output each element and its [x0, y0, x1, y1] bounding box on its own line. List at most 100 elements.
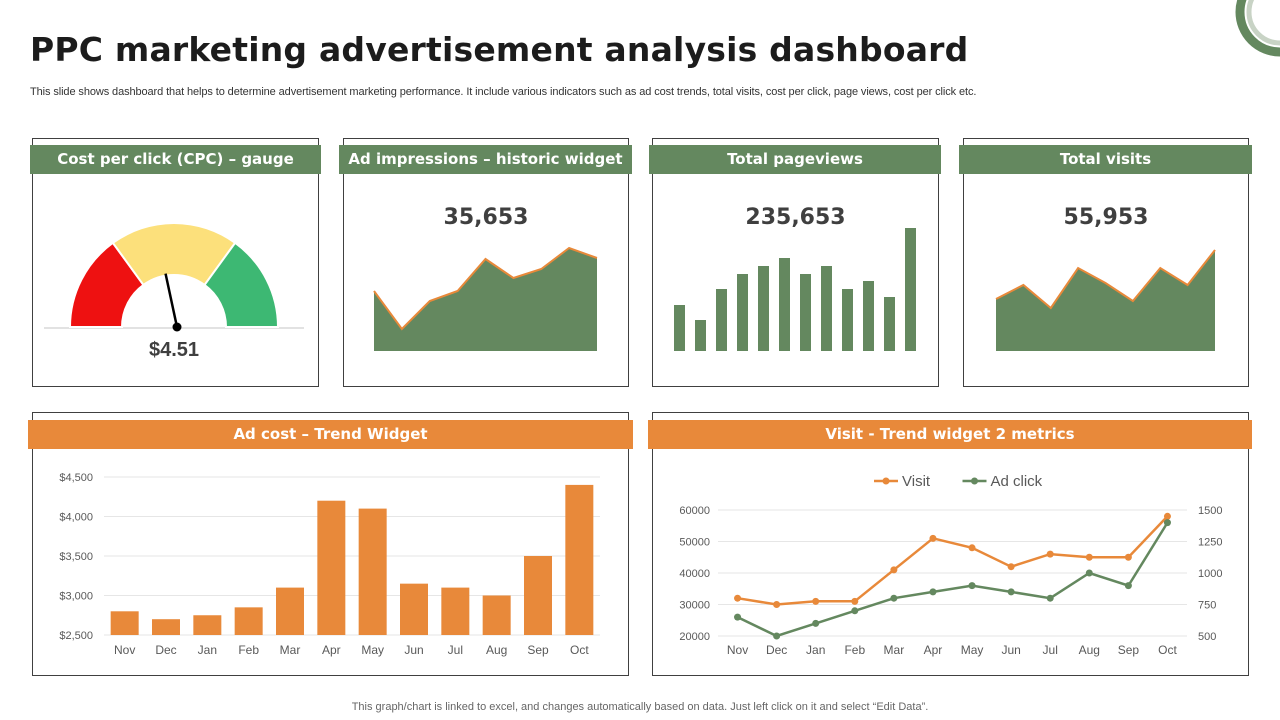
visit-trend-left-ytick: 60000: [679, 505, 710, 517]
series-point-visit: [890, 566, 898, 574]
visit-trend-right-ytick: 1250: [1198, 537, 1222, 549]
series-point-ad-click: [734, 613, 742, 621]
pageviews-bar: [884, 297, 895, 351]
adcost-ytick: $4,000: [59, 512, 93, 524]
pageviews-bar: [821, 266, 832, 351]
adcost-bar: [193, 615, 222, 635]
series-point-visit: [1124, 553, 1132, 561]
adcost-ytick: $3,000: [59, 591, 93, 603]
adcost-bar: [482, 595, 511, 635]
visit-trend-xtick: Dec: [766, 643, 787, 657]
pageviews-bar: [779, 258, 790, 351]
adcost-xtick: Jan: [198, 643, 217, 657]
adcost-bar-chart: $2,500 $3,000 $3,500 $4,000 $4,500 Nov Dec Jan F…: [59, 472, 600, 657]
series-point-visit: [1085, 553, 1093, 561]
legend-label: Visit: [902, 473, 931, 490]
visit-trend-right-ytick: 1000: [1198, 568, 1222, 580]
series-point-visit: [1046, 550, 1054, 558]
impressions-line: [373, 246, 598, 331]
visit-trend-line-chart: 20000 30000 40000 50000 60000 500 750 1000 1250 1…: [679, 473, 1222, 657]
visit-trend-xtick: May: [961, 643, 984, 657]
adcost-widget-title: Ad cost – Trend Widget: [28, 420, 633, 449]
adcost-bar: [565, 484, 594, 635]
adcost-bar: [400, 583, 428, 635]
series-line-visit: [737, 515, 1169, 606]
pageviews-bar: [716, 289, 727, 351]
pageviews-value: 235,653: [745, 205, 846, 230]
pageviews-bar: [695, 320, 706, 351]
legend-swatch-dot: [971, 477, 978, 485]
visits-widget-title: Total visits: [959, 145, 1252, 174]
visit-trend-xtick: Oct: [1158, 643, 1177, 657]
pageviews-bar: [758, 266, 769, 351]
series-point-ad-click: [1163, 519, 1171, 527]
visit-trend-xtick: Jul: [1043, 643, 1058, 657]
adcost-bar: [358, 508, 387, 635]
footnote: This graph/chart is linked to excel, and…: [351, 701, 929, 713]
legend-swatch-dot: [882, 477, 890, 485]
series-point-visit: [773, 601, 781, 608]
series-point-ad-click: [1007, 588, 1015, 596]
adcost-xtick: Nov: [114, 643, 135, 657]
pageviews-bar: [674, 305, 685, 351]
visit-trend-xtick: Aug: [1079, 643, 1100, 657]
visits-line: [995, 249, 1216, 310]
visit-trend-xtick: Sep: [1118, 643, 1140, 657]
series-point-ad-click: [1124, 582, 1132, 590]
series-point-ad-click: [1085, 569, 1093, 577]
series-point-ad-click: [929, 588, 937, 596]
visit-trend-xtick: Jun: [1001, 643, 1020, 657]
visit-trend-right-ytick: 500: [1198, 631, 1216, 643]
pageviews-bar: [905, 228, 916, 351]
pageviews-bar: [863, 281, 874, 351]
visits-value: 55,953: [1063, 205, 1149, 230]
series-point-visit: [1163, 512, 1171, 520]
visit-trend-left-ytick: 30000: [679, 600, 710, 612]
series-point-visit: [812, 597, 820, 605]
gauge-needle: [164, 273, 179, 328]
visits-area: [996, 250, 1215, 351]
adcost-xtick: Sep: [527, 643, 549, 657]
series-point-visit: [1007, 563, 1015, 571]
visit-trend-left-ytick: 20000: [679, 631, 710, 643]
adcost-xtick: Dec: [155, 643, 176, 657]
pageviews-bar: [842, 289, 853, 351]
series-point-visit: [734, 594, 742, 602]
visit-trend-xtick: Nov: [727, 643, 748, 657]
visits-area-chart: [995, 249, 1216, 351]
pageviews-widget-title: Total pageviews: [649, 145, 941, 174]
visit-trend-xtick: Mar: [884, 643, 905, 657]
adcost-xtick: Apr: [322, 643, 341, 657]
series-point-ad-click: [773, 632, 781, 640]
cpc-widget-title: Cost per click (CPC) – gauge widget: [30, 145, 321, 197]
adcost-bar: [110, 611, 139, 635]
adcost-ytick: $2,500: [59, 630, 93, 642]
cpc-gauge: $4.51: [44, 222, 304, 361]
adcost-bar: [234, 607, 263, 635]
impressions-widget-title: Ad impressions – historic widget: [339, 145, 632, 174]
impressions-area-chart: [373, 246, 598, 351]
visit-trend-right-ytick: 1500: [1198, 505, 1222, 517]
series-point-visit: [851, 597, 859, 605]
series-point-visit: [929, 534, 937, 542]
gauge-pivot: [172, 322, 182, 332]
pageviews-bar-chart: [674, 228, 916, 351]
adcost-bar: [317, 500, 346, 635]
adcost-xtick: Jul: [448, 643, 463, 657]
adcost-xtick: Mar: [280, 643, 301, 657]
adcost-bar: [276, 587, 304, 635]
series-point-ad-click: [890, 594, 898, 602]
pageviews-bar: [800, 274, 811, 351]
visit-trend-panel: [652, 412, 1249, 676]
series-point-ad-click: [851, 607, 859, 615]
impressions-value: 35,653: [443, 205, 529, 230]
visit-trend-xtick: Feb: [844, 643, 865, 657]
adcost-xtick: May: [361, 643, 384, 657]
adcost-ytick: $4,500: [59, 472, 93, 484]
impressions-area: [374, 248, 597, 351]
visit-trend-xtick: Jan: [806, 643, 825, 657]
pageviews-bar: [737, 274, 748, 351]
adcost-xtick: Jun: [404, 643, 423, 657]
adcost-bar: [441, 587, 470, 635]
visit-trend-left-ytick: 40000: [679, 568, 710, 580]
